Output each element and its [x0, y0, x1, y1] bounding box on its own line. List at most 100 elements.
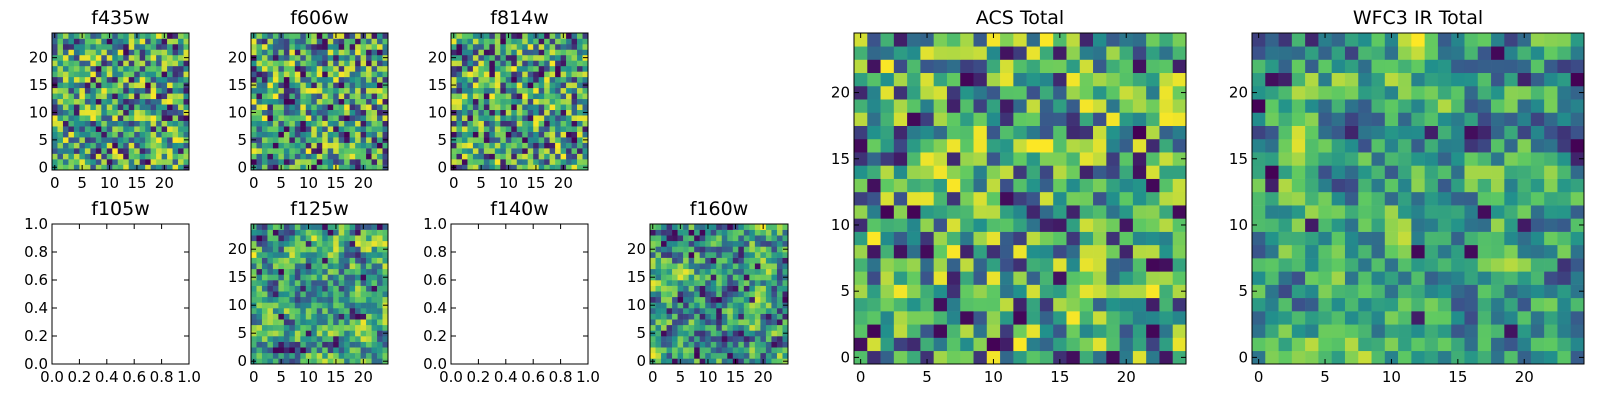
heatmap-cell	[283, 336, 290, 342]
heatmap-cell	[946, 72, 961, 87]
heatmap-cell	[527, 142, 534, 149]
heatmap-cell	[516, 153, 523, 160]
heatmap-cell	[1305, 138, 1319, 153]
heatmap-cell	[261, 224, 268, 230]
heatmap-cell	[1464, 218, 1479, 232]
heatmap-cell	[167, 104, 173, 111]
heatmap-cell	[1093, 178, 1107, 193]
heatmap-cell	[960, 337, 974, 352]
heatmap-cell	[344, 76, 350, 83]
heatmap-cell	[261, 148, 268, 154]
heatmap-cell	[134, 76, 140, 83]
heatmap-cell	[1265, 337, 1279, 352]
heatmap-cell	[1093, 258, 1107, 272]
heatmap-cell	[549, 142, 556, 149]
heatmap-cell	[1437, 258, 1452, 272]
heatmap-cell	[84, 49, 91, 56]
heatmap-cell	[776, 347, 783, 354]
heatmap-cell	[880, 271, 895, 285]
heatmap-cell	[661, 352, 667, 359]
heatmap-cell	[571, 164, 578, 171]
heatmap-cell	[1172, 112, 1187, 126]
heatmap-cell	[1464, 112, 1479, 126]
heatmap-cell	[123, 60, 130, 67]
heatmap-cell	[1026, 138, 1041, 153]
heatmap-cell	[749, 302, 756, 309]
heatmap-cell	[256, 104, 263, 111]
heatmap-cell	[1026, 125, 1041, 140]
heatmap-cell	[672, 229, 678, 236]
heatmap-cell	[566, 148, 572, 154]
heatmap-cell	[1530, 311, 1545, 325]
heatmap-cell	[283, 38, 290, 45]
heatmap-cell	[1570, 165, 1585, 179]
heatmap-cell	[327, 65, 334, 72]
heatmap-cell	[683, 240, 689, 247]
heatmap-cell	[1477, 324, 1492, 338]
heatmap-cell	[738, 280, 745, 286]
heatmap-cell	[1278, 59, 1293, 74]
heatmap-cell	[782, 235, 789, 242]
heatmap-cell	[451, 131, 457, 138]
heatmap-cell	[1491, 205, 1505, 219]
heatmap-cell	[52, 49, 58, 56]
heatmap-cell	[1172, 284, 1187, 299]
heatmap-cell	[134, 126, 140, 132]
heatmap-cell	[1517, 85, 1532, 100]
heatmap-cell	[251, 336, 257, 342]
heatmap-cell	[710, 280, 717, 286]
heatmap-cell	[311, 308, 318, 314]
heatmap-cell	[1384, 244, 1399, 259]
heatmap-cell	[933, 165, 948, 179]
heatmap-cell	[289, 347, 296, 354]
heatmap-cell	[371, 38, 378, 45]
heatmap-cell	[344, 313, 350, 320]
heatmap-cell	[494, 93, 501, 100]
heatmap-cell	[1384, 59, 1399, 74]
heatmap-cell	[655, 252, 662, 258]
heatmap-cell	[1530, 218, 1545, 232]
heatmap-cell	[527, 126, 534, 132]
heatmap-cell	[272, 240, 279, 247]
heatmap-cell	[1424, 125, 1439, 140]
heatmap-cell	[73, 87, 80, 94]
heatmap-cell	[57, 71, 64, 78]
heatmap-cell	[167, 109, 173, 116]
heatmap-cell	[582, 115, 589, 121]
y-tick-label: 5	[38, 131, 48, 149]
heatmap-cell	[461, 49, 468, 56]
heatmap-cell	[377, 280, 383, 286]
heatmap-cell	[500, 142, 507, 149]
heatmap-cell	[84, 104, 91, 111]
heatmap-cell	[322, 109, 329, 116]
heatmap-cell	[1305, 311, 1319, 325]
heatmap-cell	[79, 131, 86, 138]
heatmap-cell	[472, 71, 479, 78]
heatmap-cell	[533, 38, 539, 45]
heatmap-cell	[300, 142, 307, 149]
heatmap-cell	[1530, 191, 1545, 206]
heatmap-cell	[754, 324, 761, 331]
heatmap-cell	[84, 131, 91, 138]
heatmap-cell	[322, 159, 329, 165]
heatmap-cell	[272, 296, 279, 303]
heatmap-cell	[867, 152, 881, 166]
heatmap-cell	[272, 308, 279, 314]
heatmap-cell	[1039, 297, 1054, 312]
heatmap-cell	[1544, 350, 1558, 365]
heatmap-cell	[333, 330, 339, 337]
heatmap-cell	[867, 191, 881, 206]
heatmap-cell	[705, 341, 712, 348]
heatmap-cell	[355, 268, 361, 275]
heatmap-cell	[289, 274, 296, 281]
heatmap-cell	[112, 120, 119, 127]
heatmap-cell	[294, 115, 301, 121]
heatmap-cell	[1437, 271, 1452, 285]
heatmap-cell	[688, 229, 695, 236]
heatmap-cell	[699, 229, 706, 236]
heatmap-cell	[382, 280, 389, 286]
heatmap-cell	[1093, 112, 1107, 126]
heatmap-cell	[327, 319, 334, 326]
heatmap-cell	[1331, 152, 1346, 166]
